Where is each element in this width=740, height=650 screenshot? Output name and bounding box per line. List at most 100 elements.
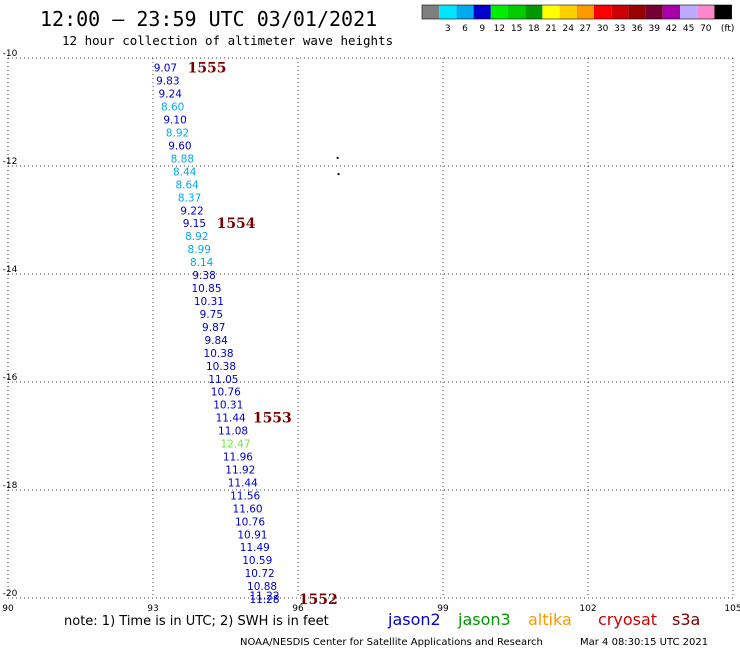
- footer-credit: NOAA/NESDIS Center for Satellite Applica…: [240, 637, 543, 648]
- y-tick-label: -16: [3, 373, 18, 383]
- legend-swatch: [439, 5, 457, 19]
- y-tick-label: -18: [3, 481, 18, 491]
- swh-value: 10.31: [213, 400, 243, 412]
- legend-label: 70: [700, 24, 712, 34]
- track-markers: [336, 156, 340, 176]
- swh-value: 8.88: [171, 153, 194, 165]
- legend-label: 15: [511, 24, 522, 34]
- swh-value: 11.60: [233, 503, 263, 515]
- footer-timestamp: Mar 4 08:30:15 UTC 2021: [580, 637, 708, 648]
- legend-swatch: [697, 5, 715, 19]
- swh-value: 9.75: [200, 309, 223, 321]
- swh-value: 11.44: [216, 413, 246, 425]
- legend-swatch: [559, 5, 577, 19]
- legend-label: 33: [614, 24, 625, 34]
- x-tick-label: 90: [2, 604, 14, 614]
- swh-value: 9.24: [159, 89, 183, 101]
- y-tick-label: -10: [3, 49, 18, 59]
- legend-swatch: [473, 5, 491, 19]
- legend-label: 21: [545, 24, 556, 34]
- track-marker: [337, 173, 340, 176]
- swh-value: 11.08: [218, 426, 248, 438]
- swh-value: 9.84: [204, 335, 228, 347]
- axis-tick-labels: -10 -12 -14 -16 -18 -20 90 93 96 99 102 105: [2, 49, 740, 614]
- legend-swatch: [594, 5, 612, 19]
- swh-value: 8.14: [190, 257, 214, 269]
- legend-label: 45: [683, 24, 694, 34]
- satellite-jason2: jason2: [387, 610, 441, 629]
- legend-swatch: [576, 5, 594, 19]
- pass-label: 1553: [253, 411, 292, 427]
- swh-value: 10.38: [204, 348, 234, 360]
- legend-swatch: [645, 5, 663, 19]
- swh-value: 11.92: [225, 464, 255, 476]
- swh-value: 10.76: [235, 516, 265, 528]
- swh-value: 8.99: [188, 244, 211, 256]
- legend-label: 27: [580, 24, 591, 34]
- legend-swatch: [680, 5, 698, 19]
- pass-label: 1555: [188, 61, 227, 77]
- swh-value: 9.38: [192, 270, 215, 282]
- swh-data-labels: 9.079.839.248.609.108.929.608.888.448.64…: [154, 63, 280, 606]
- legend-swatch: [422, 5, 440, 19]
- swh-value: 11.05: [208, 374, 238, 386]
- satellite-jason3: jason3: [457, 610, 511, 629]
- swh-value: 12.47: [220, 439, 250, 451]
- legend-swatch: [714, 5, 732, 19]
- legend-frame: [421, 4, 732, 20]
- swh-value: 9.83: [156, 76, 179, 88]
- pass-label: 1552: [299, 592, 338, 608]
- y-tick-label: -12: [3, 157, 18, 167]
- swh-value: 8.64: [175, 179, 199, 191]
- swh-value: 10.91: [237, 529, 267, 541]
- plot-grid: [7, 57, 734, 599]
- swh-value: 10.31: [194, 296, 224, 308]
- x-tick-label: 93: [147, 604, 158, 614]
- swh-value: 9.22: [180, 205, 203, 217]
- chart-subtitle: 12 hour collection of altimeter wave hei…: [62, 33, 393, 48]
- legend-label: 30: [597, 24, 609, 34]
- x-tick-label: 102: [579, 604, 596, 614]
- legend-swatch: [628, 5, 646, 19]
- legend-label: 24: [562, 24, 574, 34]
- swh-value: 10.88: [247, 581, 277, 593]
- swh-value: 8.37: [178, 192, 201, 204]
- legend-label: 9: [479, 24, 485, 34]
- satellite-altika: altika: [528, 610, 572, 629]
- track-marker: [336, 156, 339, 159]
- swh-value: 10.85: [191, 283, 221, 295]
- swh-value: 8.92: [185, 231, 208, 243]
- legend-label: 39: [648, 24, 660, 34]
- swh-value: 8.60: [161, 102, 184, 114]
- swh-value: 9.07: [154, 63, 177, 75]
- swh-value: 11.22: [249, 590, 279, 602]
- swh-value: 10.59: [242, 555, 272, 567]
- x-tick-label: 96: [292, 604, 304, 614]
- swh-value: 11.56: [230, 490, 260, 502]
- swh-value: 9.87: [202, 322, 225, 334]
- pass-number-labels: 1555 1554 1553 1552: [188, 61, 338, 608]
- y-tick-label: -14: [3, 265, 18, 275]
- swh-value: 11.96: [223, 452, 253, 464]
- legend-swatch: [611, 5, 629, 19]
- swh-value: 10.76: [211, 387, 241, 399]
- satellite-s3a: s3a: [672, 610, 700, 629]
- swh-value: 10.72: [245, 568, 275, 580]
- chart-title: 12:00 – 23:59 UTC 03/01/2021: [40, 7, 377, 31]
- swh-value: 8.92: [166, 128, 189, 140]
- legend-label: 3: [445, 24, 451, 34]
- legend-swatch: [525, 5, 543, 19]
- pass-label: 1554: [217, 216, 256, 232]
- x-tick-label: 105: [724, 604, 740, 614]
- legend-label: 6: [462, 24, 468, 34]
- swh-value: 9.60: [168, 140, 191, 152]
- legend-swatch: [490, 5, 508, 19]
- legend-label: 42: [666, 24, 677, 34]
- legend-swatch: [508, 5, 526, 19]
- swh-value: 9.10: [163, 115, 186, 127]
- satellite-cryosat: cryosat: [598, 610, 657, 629]
- color-scale-legend: 3 6 9 12 15 18 21 24 27 30 33 36 39 42 45 70 (ft): [421, 4, 734, 34]
- legend-label: 12: [494, 24, 505, 34]
- legend-label: 36: [631, 24, 643, 34]
